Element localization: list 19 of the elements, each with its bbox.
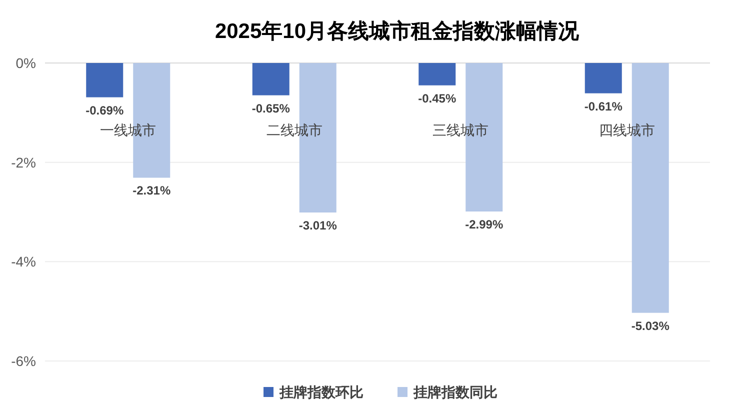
x-tick-label: 一线城市: [100, 122, 156, 138]
y-tick-label: -6%: [11, 353, 36, 369]
data-label: -0.65%: [252, 101, 290, 116]
legend-label: 挂牌指数同比: [412, 384, 498, 400]
data-label: -0.69%: [86, 103, 124, 118]
data-label: -5.03%: [631, 318, 670, 333]
y-tick-label: -2%: [11, 154, 36, 170]
x-tick-label: 四线城市: [598, 122, 655, 138]
data-label: -2.99%: [465, 218, 504, 232]
data-label: -0.61%: [584, 99, 623, 114]
data-label: -2.31%: [132, 184, 171, 198]
legend-label: 挂牌指数环比: [278, 384, 364, 400]
data-label: -0.45%: [418, 91, 456, 106]
chart-title: 2025年10月各线城市租金指数涨幅情况: [214, 19, 580, 43]
x-tick-label: 二线城市: [266, 122, 322, 138]
y-tick-label: 0%: [16, 55, 36, 71]
data-label: -3.01%: [298, 218, 338, 232]
x-tick-label: 三线城市: [432, 122, 489, 138]
y-tick-label: -4%: [11, 254, 36, 270]
